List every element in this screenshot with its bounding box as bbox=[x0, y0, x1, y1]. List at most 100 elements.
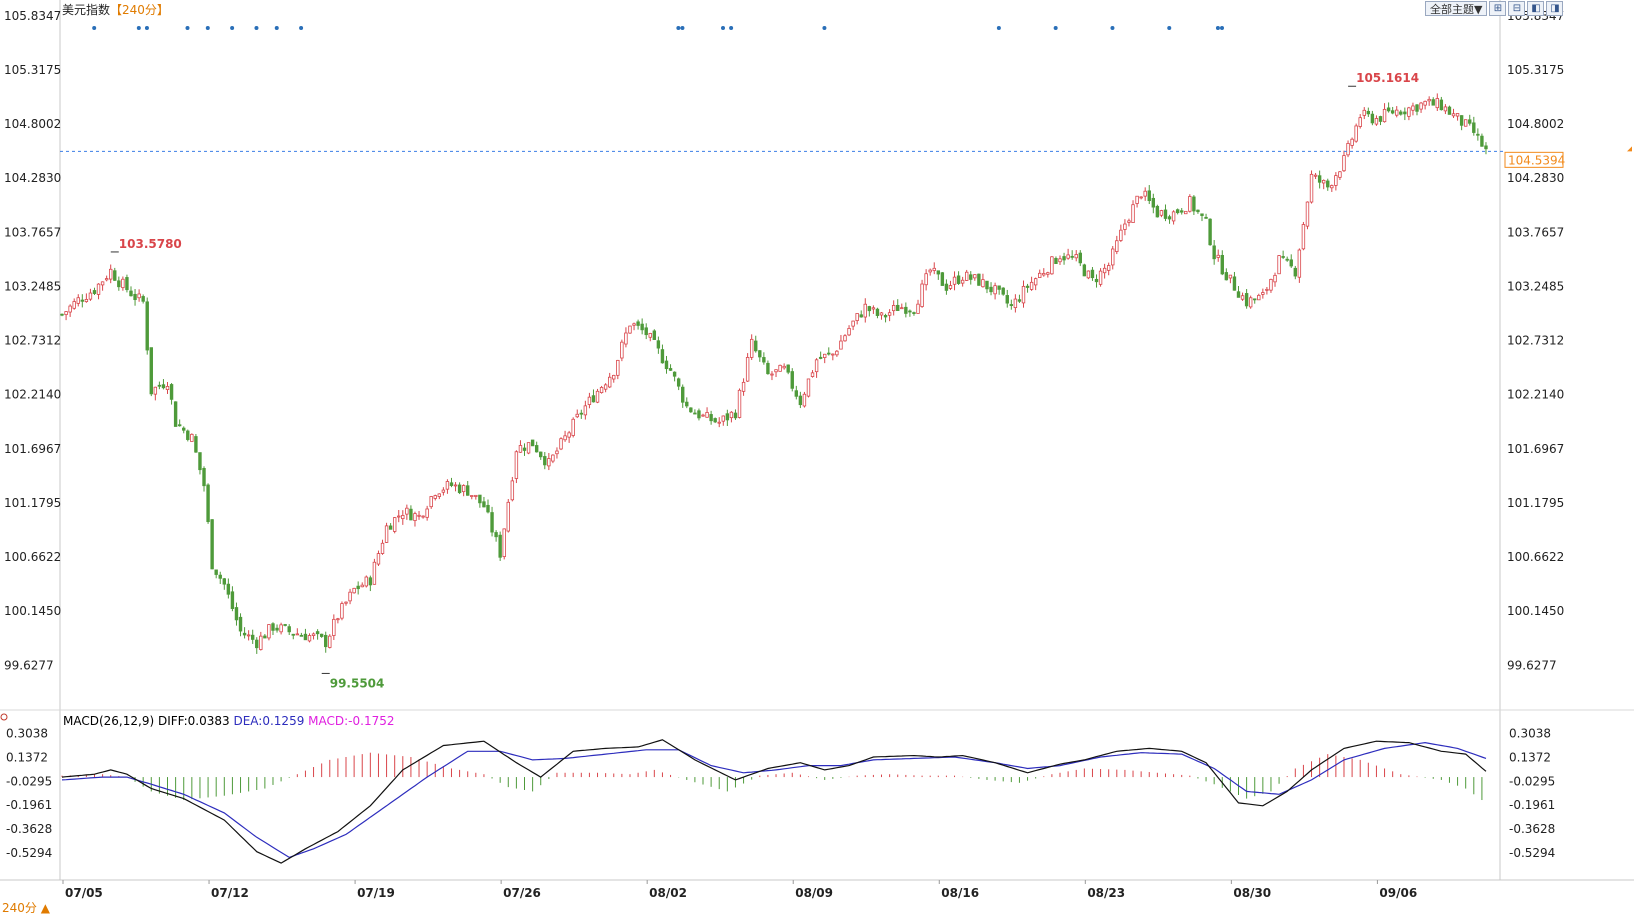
candle-body bbox=[1273, 274, 1277, 283]
candle-body bbox=[1066, 254, 1070, 259]
candle-body bbox=[433, 495, 437, 499]
candle-body bbox=[242, 632, 247, 636]
candle-body bbox=[1147, 190, 1151, 202]
candle-body bbox=[68, 305, 72, 313]
candle-body bbox=[725, 413, 730, 421]
event-marker bbox=[996, 26, 1001, 30]
candle-body bbox=[1346, 143, 1350, 156]
candle-body bbox=[985, 280, 989, 290]
candle-body bbox=[960, 279, 965, 284]
candle-body bbox=[993, 285, 997, 295]
candle-body bbox=[429, 496, 433, 508]
candle-body bbox=[1386, 107, 1391, 112]
candle-body bbox=[1204, 216, 1208, 219]
right-price-tick: 102.7312 bbox=[1507, 334, 1564, 348]
candle-body bbox=[478, 494, 482, 504]
candle-body bbox=[125, 277, 129, 291]
candle-body bbox=[1216, 254, 1220, 258]
left-price-tick: 104.2830 bbox=[4, 171, 61, 185]
candle-body bbox=[1196, 209, 1200, 213]
candle-body bbox=[259, 635, 263, 650]
candle-body bbox=[745, 357, 750, 382]
candle-body bbox=[307, 635, 312, 642]
candle-body bbox=[1050, 256, 1054, 275]
period-label[interactable]: 【240分】 bbox=[110, 3, 169, 17]
symbol-name: 美元指数 bbox=[62, 3, 111, 17]
candle-body bbox=[806, 378, 811, 397]
candle-body bbox=[778, 364, 782, 372]
candle-body bbox=[1212, 245, 1216, 260]
candle-body bbox=[693, 412, 697, 415]
candle-body bbox=[940, 272, 945, 286]
candle-body bbox=[782, 365, 786, 369]
candle-body bbox=[506, 501, 510, 532]
candle-body bbox=[1143, 190, 1147, 197]
candle-body bbox=[916, 303, 920, 314]
candle-body bbox=[705, 412, 709, 418]
candle-body bbox=[1159, 210, 1164, 216]
candle-body bbox=[190, 433, 194, 442]
right-price-tick: 99.6277 bbox=[1507, 658, 1557, 672]
candle-body bbox=[526, 442, 531, 454]
macd-legend: MACD(26,12,9) DIFF:0.0383 DEA:0.1259 MAC… bbox=[63, 714, 395, 728]
candle-body bbox=[701, 414, 705, 417]
candle-body bbox=[1480, 135, 1484, 147]
candle-body bbox=[1167, 216, 1172, 220]
candle-body bbox=[1013, 298, 1018, 309]
candle-body bbox=[1074, 254, 1078, 259]
candle-body bbox=[461, 485, 466, 493]
x-tick-label: 07/26 bbox=[503, 886, 541, 900]
candle-body bbox=[786, 364, 790, 373]
candle-body bbox=[1253, 298, 1257, 301]
candle-body bbox=[567, 432, 571, 438]
candle-body bbox=[754, 340, 758, 352]
candle-body bbox=[887, 312, 892, 316]
candle-body bbox=[924, 273, 928, 286]
candle-body bbox=[84, 299, 89, 303]
candle-body bbox=[295, 633, 300, 636]
candle-body bbox=[964, 271, 969, 281]
candle-body bbox=[1244, 293, 1249, 307]
left-price-tick: 104.8002 bbox=[4, 117, 61, 131]
left-price-tick: 99.6277 bbox=[4, 658, 54, 672]
candle-body bbox=[737, 389, 742, 418]
zoom-out-icon[interactable]: ⊟ bbox=[1508, 1, 1526, 16]
subject-dropdown[interactable]: 全部主题▼ bbox=[1425, 1, 1488, 16]
candle-body bbox=[871, 307, 876, 310]
candle-body bbox=[758, 350, 762, 358]
candle-body bbox=[1435, 98, 1439, 109]
candle-body bbox=[210, 519, 214, 570]
scroll-right-icon[interactable]: ◨ bbox=[1546, 1, 1564, 16]
candle-body bbox=[1058, 258, 1062, 263]
candle-body bbox=[133, 293, 137, 301]
candle-body bbox=[802, 393, 807, 407]
candle-body bbox=[1054, 258, 1058, 264]
candle-body bbox=[388, 525, 393, 530]
candle-body bbox=[486, 504, 490, 513]
scroll-left-icon[interactable]: ◧ bbox=[1527, 1, 1545, 16]
event-marker bbox=[1110, 26, 1115, 30]
candle-body bbox=[1151, 197, 1156, 208]
candle-body bbox=[417, 514, 421, 517]
candle-body bbox=[1200, 213, 1204, 216]
left-macd-tick: -0.1961 bbox=[6, 798, 52, 812]
candle-body bbox=[664, 360, 669, 370]
candle-body bbox=[729, 411, 734, 419]
candle-body bbox=[867, 306, 872, 312]
bottom-period-switch[interactable]: 240分 ▲ bbox=[2, 901, 50, 915]
candle-body bbox=[713, 418, 717, 423]
candle-body bbox=[1350, 138, 1354, 146]
candle-body bbox=[1021, 285, 1026, 304]
candle-body bbox=[348, 591, 352, 602]
zoom-in-icon[interactable]: ⊞ bbox=[1489, 1, 1507, 16]
candle-body bbox=[401, 515, 405, 520]
candle-body bbox=[717, 421, 721, 424]
candle-body bbox=[437, 493, 442, 497]
event-marker bbox=[1167, 26, 1172, 30]
candle-body bbox=[214, 569, 218, 575]
last-price-arrow-icon bbox=[1627, 146, 1632, 152]
candle-body bbox=[952, 276, 957, 285]
candle-body bbox=[1115, 240, 1119, 252]
candle-body bbox=[1358, 117, 1362, 127]
candle-body bbox=[397, 515, 401, 518]
